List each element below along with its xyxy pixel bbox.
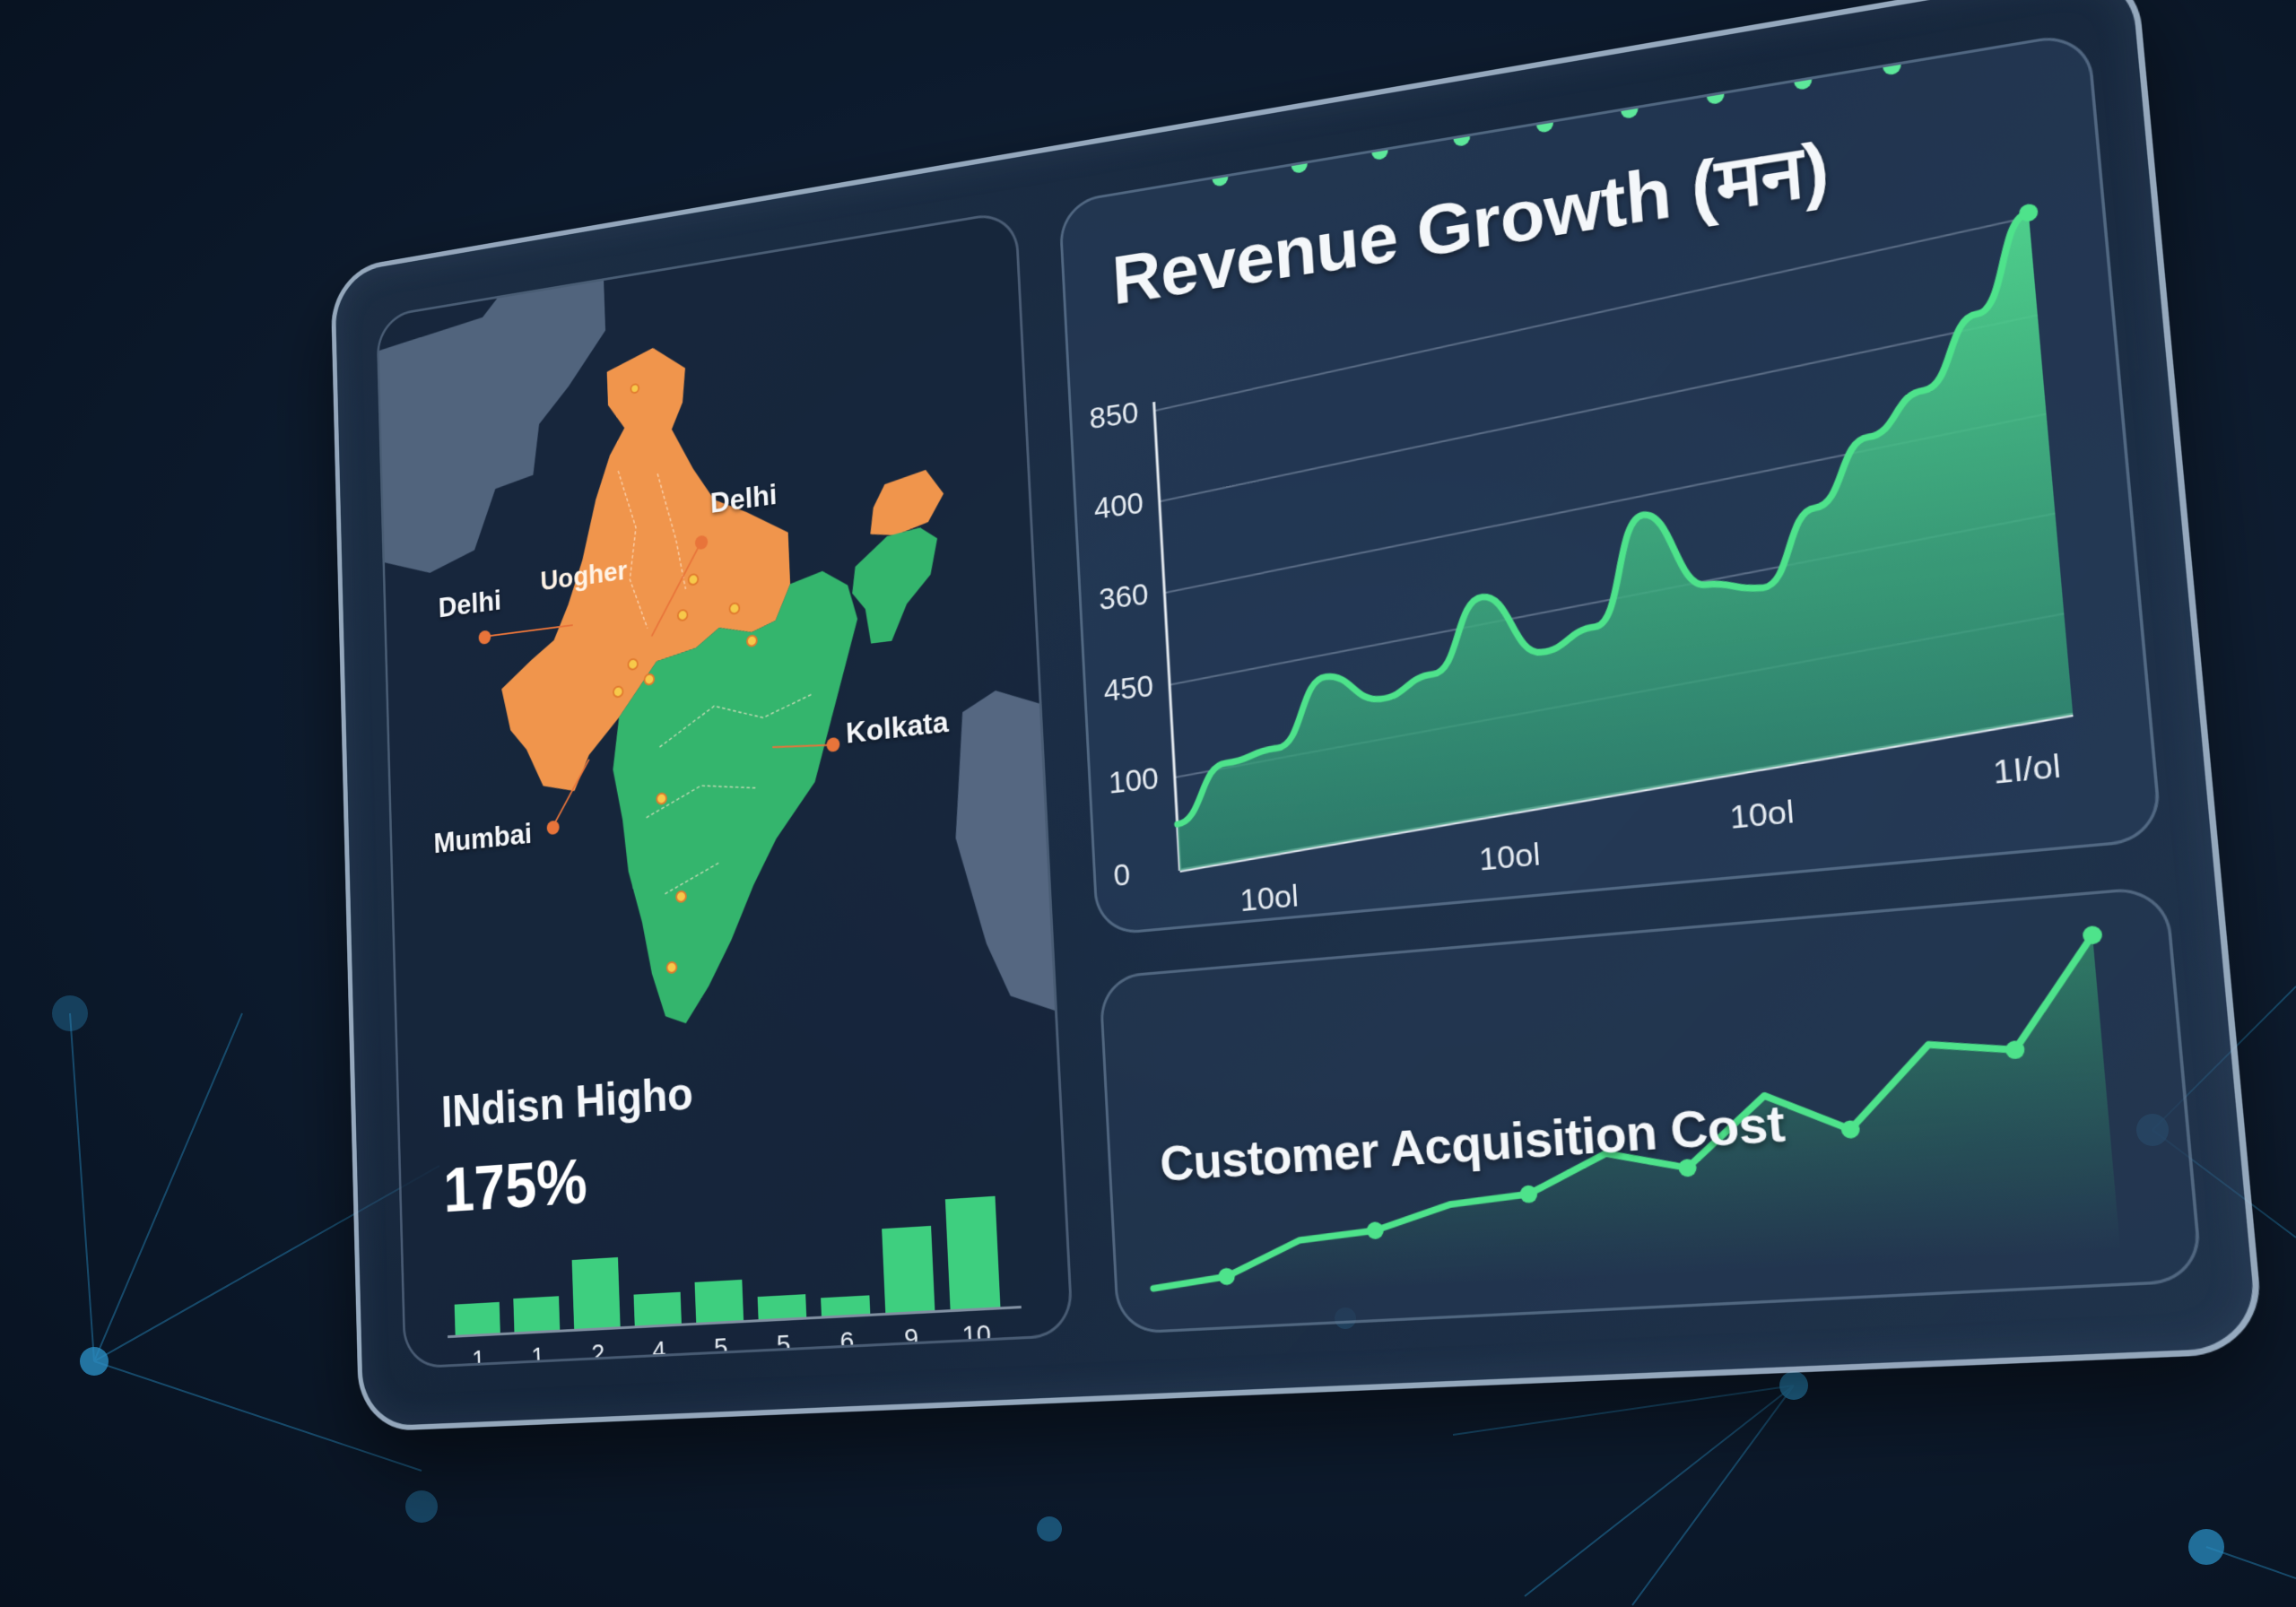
bar[interactable]	[513, 1296, 561, 1333]
bar-x-label: 1	[530, 1342, 545, 1369]
bar[interactable]	[757, 1294, 807, 1320]
customer-acquisition-cost-panel: Customer Acquisition Cost	[1098, 884, 2204, 1335]
bar-chart-subtitle: INdisn Higho	[440, 1067, 694, 1138]
bar-x-label: 9	[903, 1323, 919, 1354]
bar[interactable]	[454, 1301, 500, 1335]
bar-x-label: 4	[651, 1335, 666, 1367]
revenue-growth-panel: Revenue Growth (मन) 850 400 360 450 100 0 10o…	[1057, 30, 2163, 937]
x-tick-label: 10ol	[1239, 878, 1300, 919]
bar-x-label: 6	[839, 1326, 855, 1358]
x-tick-label: 10ol	[1477, 836, 1542, 879]
bar[interactable]	[571, 1256, 621, 1329]
cac-line-chart	[1101, 925, 2200, 1302]
map-region-green	[606, 567, 875, 1029]
india-map-panel: Delhi Delhi Mumbai Kolkata Uogher INdisn…	[376, 209, 1074, 1369]
map-region-orange	[491, 327, 798, 799]
bar[interactable]	[944, 1195, 1001, 1310]
india-map	[378, 281, 1055, 1029]
x-tick-label: 10ol	[1728, 793, 1796, 837]
glass-dashboard-panel: Delhi Delhi Mumbai Kolkata Uogher INdisn…	[330, 0, 2266, 1433]
bar-x-label: 5	[776, 1329, 791, 1360]
neighbor-land-east	[949, 685, 1055, 1019]
bar-x-label: 10	[961, 1319, 992, 1351]
revenue-area-chart	[1061, 56, 2160, 934]
bar-x-label: 5	[713, 1333, 728, 1364]
bar[interactable]	[882, 1225, 935, 1313]
bar[interactable]	[821, 1295, 871, 1316]
bar[interactable]	[694, 1279, 744, 1323]
bar[interactable]	[633, 1291, 682, 1326]
bar-x-label: 1	[471, 1344, 486, 1369]
bar-x-label: 2	[590, 1339, 605, 1369]
x-tick-label: 1I/ol	[1991, 747, 2063, 792]
